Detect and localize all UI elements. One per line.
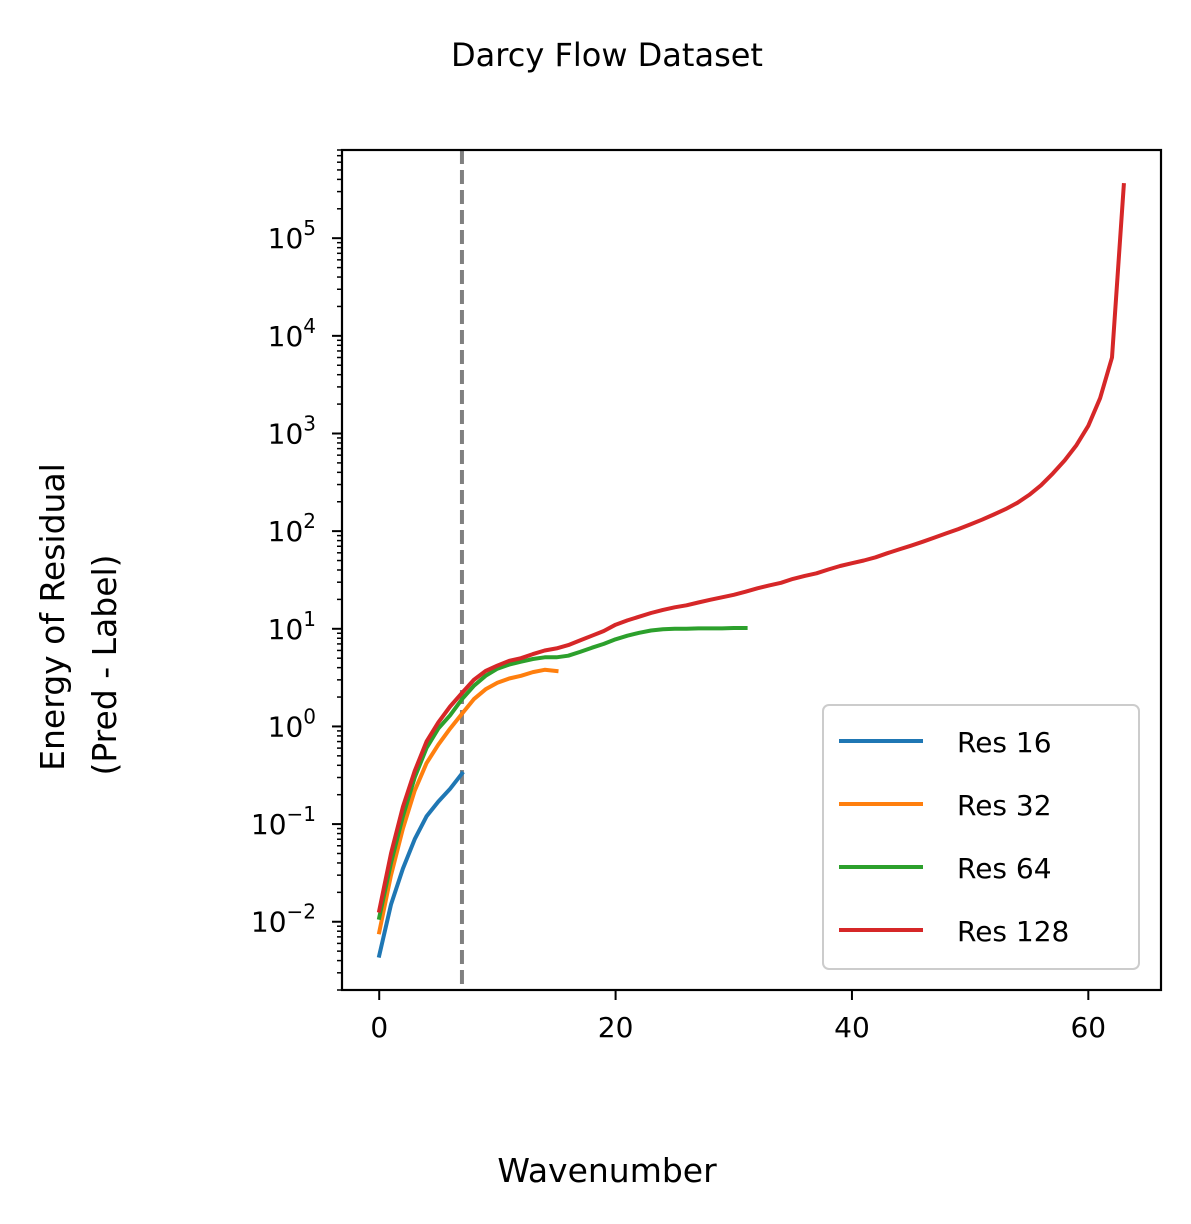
x-axis-label: Wavenumber (497, 1151, 717, 1190)
y-tick-label: 102 (268, 509, 316, 548)
plot-area: 0 20 40 60 10−2 10−1 100 101 102 103 104 105 (251, 148, 1163, 1044)
series-line (376, 182, 1126, 913)
y-tick-label: 104 (268, 314, 316, 353)
y-tick-label: 101 (268, 607, 316, 646)
x-tick-label: 0 (370, 1011, 388, 1044)
x-tick-label: 60 (1070, 1011, 1106, 1044)
y-tick-label: 10−1 (251, 802, 316, 841)
y-ticks: 10−2 10−1 100 101 102 103 104 105 (251, 149, 342, 991)
y-tick-label: 10−2 (251, 900, 316, 939)
y-axis-label-line-1: Energy of Residual (33, 463, 72, 771)
y-tick-label: 103 (268, 411, 316, 450)
legend-frame (822, 704, 1140, 970)
chart-title: Darcy Flow Dataset (451, 36, 763, 74)
lines-layer (376, 150, 1126, 990)
legend-label: Res 16 (957, 726, 1052, 759)
y-axis-label: Energy of Residual (Pred - Label) (33, 463, 124, 775)
legend: Res 16 Res 32 Res 64 Res 128 (822, 704, 1140, 970)
y-axis-label-line-2: (Pred - Label) (85, 554, 124, 775)
y-tick-label: 100 (268, 704, 316, 743)
x-tick-label: 40 (834, 1011, 870, 1044)
series-line (376, 770, 465, 958)
legend-label: Res 64 (957, 852, 1052, 885)
legend-label: Res 32 (957, 789, 1052, 822)
legend-items: Res 16 Res 32 Res 64 Res 128 (839, 726, 1069, 948)
series-line (376, 626, 748, 921)
legend-label: Res 128 (957, 915, 1069, 948)
x-tick-label: 20 (598, 1011, 634, 1044)
series-line (376, 667, 559, 935)
x-ticks: 0 20 40 60 (370, 990, 1106, 1044)
y-tick-label: 105 (268, 216, 316, 255)
